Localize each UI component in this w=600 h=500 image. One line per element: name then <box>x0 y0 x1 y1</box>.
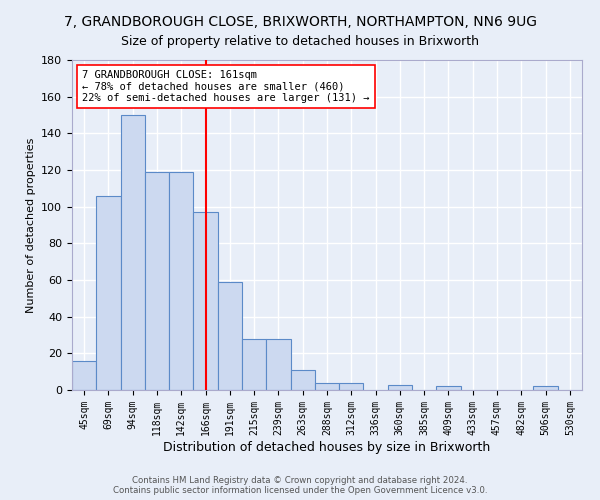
Bar <box>388 384 412 390</box>
Text: 7 GRANDBOROUGH CLOSE: 161sqm
← 78% of detached houses are smaller (460)
22% of s: 7 GRANDBOROUGH CLOSE: 161sqm ← 78% of de… <box>82 70 370 103</box>
Bar <box>242 338 266 390</box>
Bar <box>533 386 558 390</box>
Bar <box>339 382 364 390</box>
Text: 7, GRANDBOROUGH CLOSE, BRIXWORTH, NORTHAMPTON, NN6 9UG: 7, GRANDBOROUGH CLOSE, BRIXWORTH, NORTHA… <box>64 15 536 29</box>
Bar <box>266 338 290 390</box>
Bar <box>436 386 461 390</box>
Bar <box>169 172 193 390</box>
X-axis label: Distribution of detached houses by size in Brixworth: Distribution of detached houses by size … <box>163 440 491 454</box>
Bar <box>96 196 121 390</box>
Bar <box>193 212 218 390</box>
Bar <box>218 282 242 390</box>
Text: Contains HM Land Registry data © Crown copyright and database right 2024.
Contai: Contains HM Land Registry data © Crown c… <box>113 476 487 495</box>
Text: Size of property relative to detached houses in Brixworth: Size of property relative to detached ho… <box>121 35 479 48</box>
Bar <box>315 382 339 390</box>
Bar <box>290 370 315 390</box>
Bar <box>145 172 169 390</box>
Y-axis label: Number of detached properties: Number of detached properties <box>26 138 35 312</box>
Bar <box>121 115 145 390</box>
Bar <box>72 360 96 390</box>
